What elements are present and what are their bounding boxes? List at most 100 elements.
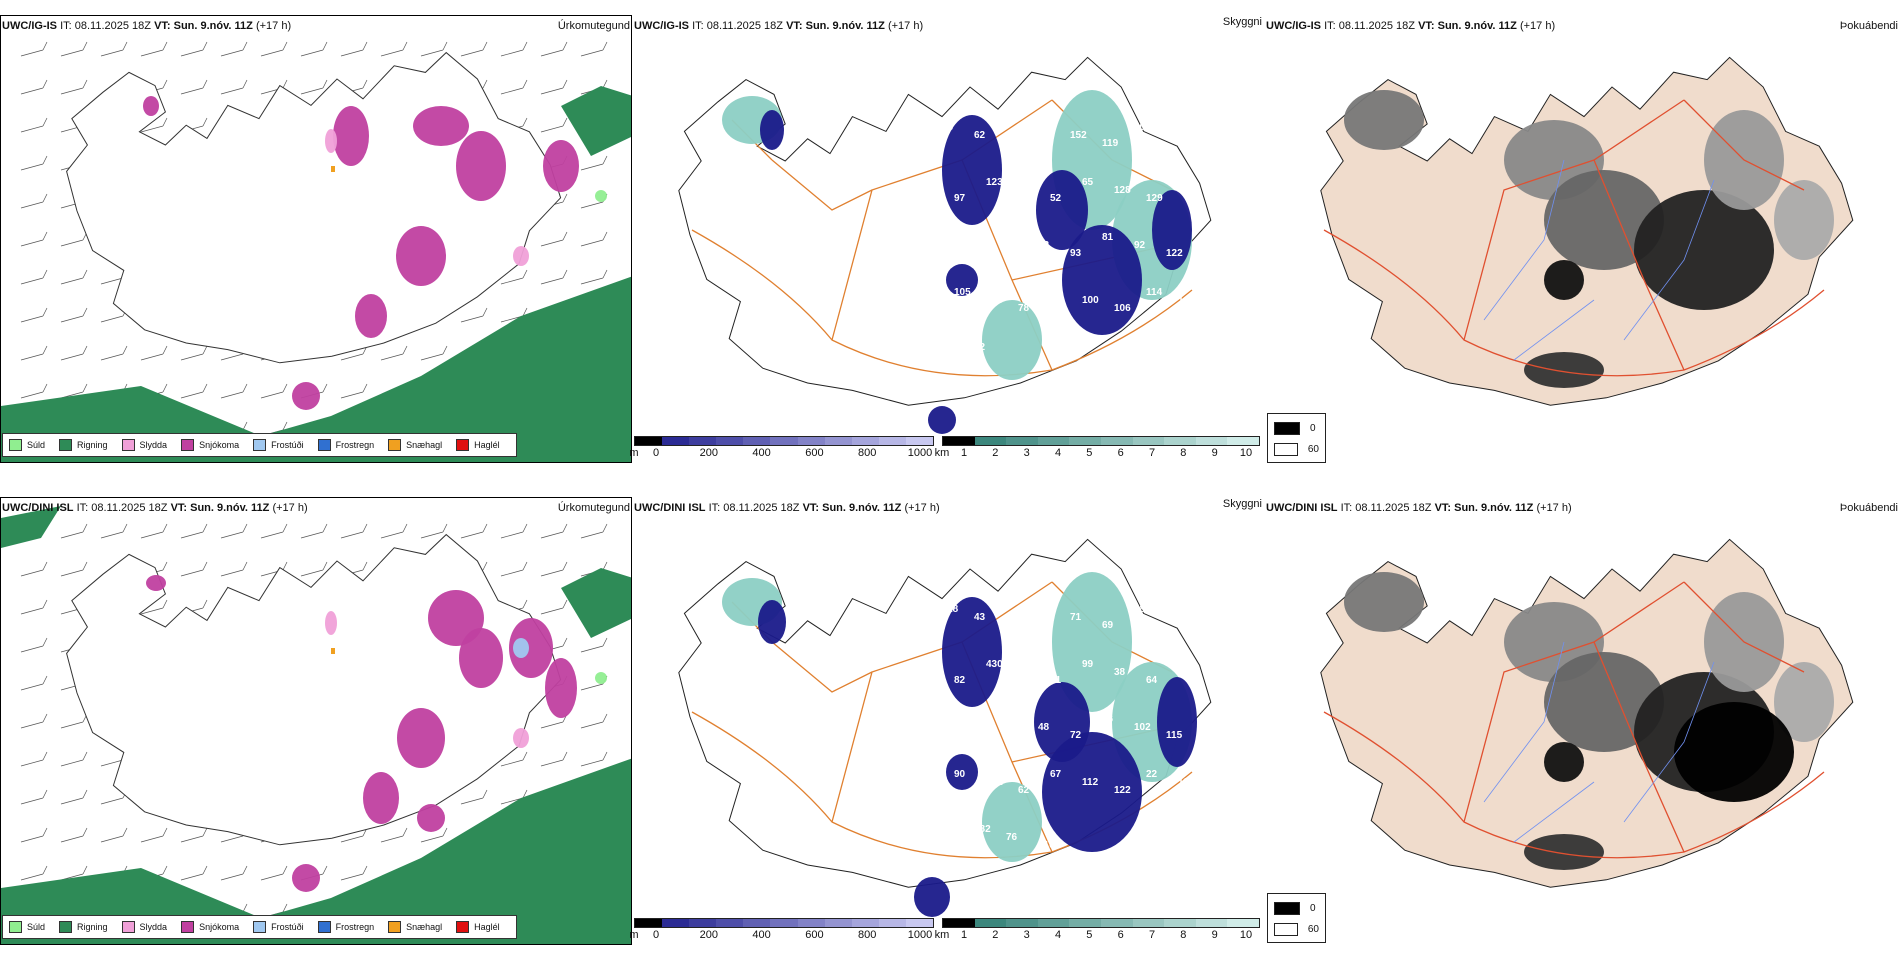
snow-area	[292, 864, 320, 892]
ceiling-height-label: 67	[1050, 769, 1062, 780]
wind-barb	[220, 79, 248, 95]
legend-swatch	[388, 921, 402, 933]
ceiling-visibility-map[interactable]: 73 62 74 108 152 119 604 46 97 123 63 52 65 128 129 57 3…	[632, 40, 1264, 440]
snow-area	[355, 294, 387, 338]
wind-barb	[580, 637, 608, 653]
precip-type-map[interactable]	[0, 497, 632, 945]
colorbar-step	[1006, 919, 1038, 927]
ceiling-colorbar: m 0 200 400 600 800 1000	[629, 436, 934, 464]
legend-swatch	[121, 439, 135, 451]
colorbar-step	[662, 437, 690, 445]
ceiling-height-label: 63	[1018, 185, 1030, 196]
model-name: UWC/IG-IS	[1266, 20, 1321, 32]
ceiling-height-label: 68	[1134, 604, 1146, 615]
model-name: UWC/IG-IS	[2, 20, 57, 32]
ceiling-height-label: 123	[986, 177, 1003, 188]
colorbar-step	[1164, 919, 1196, 927]
ceiling-height-label: 144	[942, 722, 959, 733]
precip-type-map[interactable]	[0, 15, 632, 463]
fog-legend-low: 0	[1310, 423, 1316, 434]
legend-label: Slydda	[139, 440, 168, 450]
wind-barb	[20, 675, 48, 691]
lead-time: (+17 h)	[255, 20, 292, 32]
river	[1483, 159, 1565, 321]
road	[1323, 229, 1825, 377]
small-hail-area	[331, 166, 335, 172]
init-time: 08.11.2025 18Z	[74, 20, 151, 32]
wind-barb	[20, 345, 48, 361]
ceiling-height-label: 65	[1050, 287, 1062, 298]
wind-barb	[20, 193, 48, 209]
wind-barb	[20, 307, 48, 323]
legend-item: Haglél	[456, 439, 500, 451]
ceiling-height-label: 122	[1166, 248, 1183, 259]
ceiling-height-label: 73	[942, 122, 954, 133]
road	[691, 229, 1193, 377]
ceiling-height-label: 604	[1134, 122, 1151, 133]
colorbar-tick: 9	[1211, 929, 1218, 941]
rain-area	[561, 86, 631, 156]
ceiling-height-label: 64	[1146, 675, 1158, 686]
wind-barb	[180, 827, 208, 843]
fog-signal-area	[1774, 662, 1834, 742]
rain-area	[1, 506, 61, 548]
colorbar-step	[905, 437, 934, 445]
colorbar-tick: 8	[1180, 929, 1187, 941]
colorbar-tick: 3	[1023, 929, 1030, 941]
colorbar-step	[1227, 437, 1259, 445]
wind-barb	[540, 751, 568, 767]
colorbar-tick: 1	[960, 929, 968, 941]
legend-swatch	[456, 921, 470, 933]
model-name: UWC/IG-IS	[634, 20, 689, 32]
legend-label: Frostúði	[271, 440, 304, 450]
wind-barb	[500, 561, 528, 577]
snow-area	[146, 575, 166, 591]
wind-barb	[500, 307, 528, 323]
fog-legend-high: 60	[1307, 444, 1319, 455]
fog-legend: 0 60	[1267, 893, 1326, 943]
colorbar-step	[635, 919, 663, 927]
visibility-colorbar: km 1 2 3 4 5 6 7 8 9 10	[935, 436, 1260, 464]
colorbar-tick: 200	[699, 929, 718, 941]
ceiling-height-label: 115	[1166, 730, 1183, 741]
fog-map[interactable]	[1264, 522, 1896, 922]
colorbar-step	[1069, 437, 1101, 445]
ceiling-height-label: 137	[1018, 667, 1035, 678]
wind-barb	[540, 269, 568, 285]
colorbar-tick: 7	[1148, 447, 1156, 459]
legend-item: Rigning	[59, 439, 108, 451]
ceiling-height-label: 119	[1102, 138, 1119, 149]
visibility-unit: km	[934, 447, 950, 459]
fog-legend-high: 60	[1307, 924, 1319, 935]
colorbar-step	[662, 919, 690, 927]
wind-barb	[220, 383, 248, 399]
colorbar-step	[797, 919, 825, 927]
legend-swatch	[9, 921, 22, 933]
low-ceiling-area	[942, 597, 1002, 707]
colorbar-tick: 5	[1086, 929, 1093, 941]
wind-barb	[300, 41, 328, 57]
legend-label: Súld	[27, 440, 46, 450]
wind-barb	[300, 79, 328, 95]
wind-barb	[500, 269, 528, 285]
panel-header: UWC/DINI ISL IT: 08.11.2025 18Z VT: Sun.…	[2, 502, 630, 518]
legend-swatch	[181, 439, 195, 451]
panel-header: UWC/IG-IS IT: 08.11.2025 18Z VT: Sun. 9.…	[2, 20, 630, 36]
fog-map[interactable]	[1264, 40, 1896, 440]
low-ceiling-area	[758, 600, 786, 644]
ceiling-height-label: 43	[974, 612, 986, 623]
ceiling-visibility-map[interactable]: 118 43 83 45 71 69 68 112 82 430 137 71 99 38 64 155 144…	[632, 522, 1264, 922]
legend-swatch	[317, 921, 331, 933]
wind-barb	[500, 41, 528, 57]
init-time-label: IT:	[708, 502, 721, 514]
colorbar-step	[943, 919, 975, 927]
road	[1683, 99, 1805, 191]
colorbar-tick: 1	[960, 447, 968, 459]
colorbar-tick: 10	[1239, 447, 1253, 459]
wind-barb	[460, 789, 488, 805]
init-time-label: IT:	[76, 502, 89, 514]
fog-signal-area	[1344, 572, 1424, 632]
snow-area	[543, 140, 579, 192]
wind-barb	[220, 523, 248, 539]
ceiling-height-label: 62	[974, 130, 986, 141]
